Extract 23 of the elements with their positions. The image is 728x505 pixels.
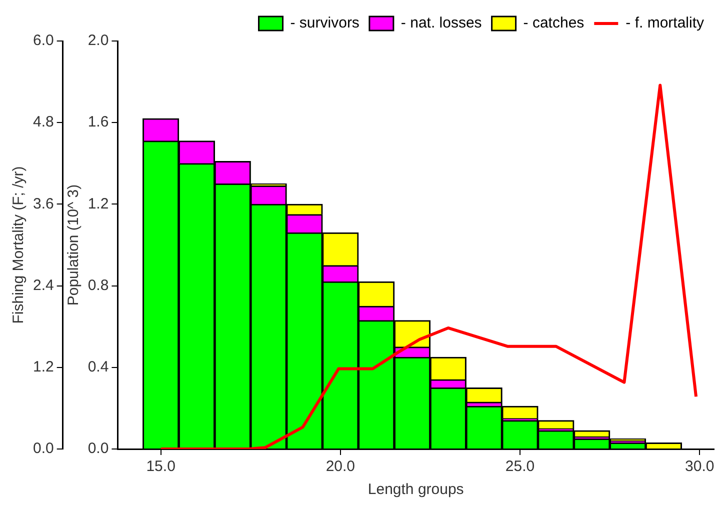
y2-tick-label: 0.0 (32, 440, 54, 458)
legend-label: - catches (523, 14, 584, 32)
y2-tick-label: 1.2 (32, 358, 54, 376)
x-axis-title: Length groups (368, 481, 464, 498)
y-tick-label: 2.0 (88, 32, 109, 50)
y-tick-label: 0.0 (88, 440, 109, 458)
y-tick-label: 0.4 (88, 358, 109, 376)
y-tick-label: 1.6 (88, 114, 109, 131)
x-tick-label: 30.0 (685, 458, 714, 476)
legend-label: - f. mortality (626, 14, 704, 32)
y2-axis-title: Fishing Mortality (F; /yr) (10, 166, 28, 324)
x-tick-label: 20.0 (326, 458, 356, 476)
y2-tick-label: 3.6 (32, 195, 54, 212)
x-tick-label: 25.0 (505, 458, 535, 476)
y2-tick-label: 4.8 (32, 114, 54, 131)
y-axis-title: Population (10^ 3) (64, 184, 82, 306)
legend-label: - survivors (290, 14, 360, 32)
y-tick-label: 0.8 (88, 276, 109, 294)
y2-tick-label: 6.0 (32, 32, 54, 50)
x-tick-label: 15.0 (146, 458, 176, 476)
legend-label: - nat. losses (400, 14, 482, 32)
y2-tick-label: 2.4 (32, 276, 54, 294)
y-tick-label: 1.2 (88, 195, 109, 212)
